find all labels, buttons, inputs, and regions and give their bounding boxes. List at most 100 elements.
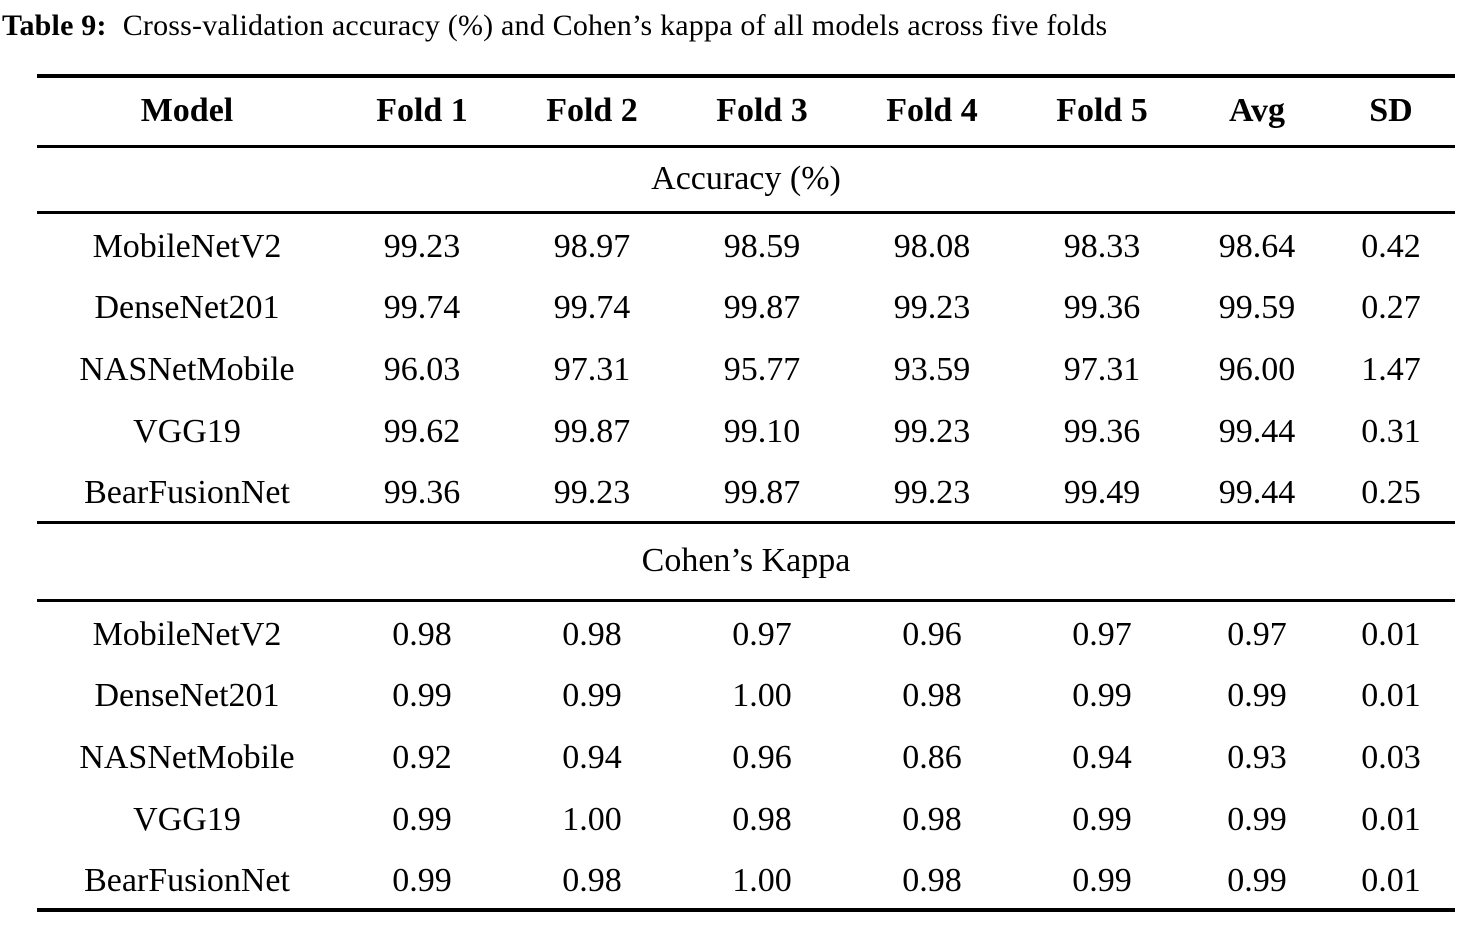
results-table: Model Fold 1 Fold 2 Fold 3 Fold 4 Fold 5… xyxy=(37,74,1455,912)
value-cell: 99.36 xyxy=(1063,289,1141,326)
value-cell: 0.01 xyxy=(1361,862,1421,899)
value-cell: 99.87 xyxy=(723,289,801,326)
model-name-cell: NASNetMobile xyxy=(79,739,295,776)
table-row: BearFusionNet 0.99 0.98 1.00 0.98 0.99 0.99 0.0… xyxy=(37,848,1455,910)
value-cell: 0.98 xyxy=(392,615,452,653)
model-name-cell: BearFusionNet xyxy=(84,862,290,899)
value-cell: 0.31 xyxy=(1361,413,1421,450)
model-name-cell: VGG19 xyxy=(133,801,241,838)
value-cell: 0.86 xyxy=(902,739,962,776)
value-cell: 0.01 xyxy=(1361,801,1421,838)
value-cell: 0.98 xyxy=(902,801,962,838)
table-row: VGG19 0.99 1.00 0.98 0.98 0.99 0.99 0.01 xyxy=(37,786,1455,848)
table-row: DenseNet201 99.74 99.74 99.87 99.23 99.36 99.5… xyxy=(37,274,1455,336)
value-cell: 99.62 xyxy=(383,413,461,450)
column-header-fold3: Fold 3 xyxy=(716,92,808,130)
value-cell: 0.99 xyxy=(1227,677,1287,714)
value-cell: 95.77 xyxy=(723,351,801,388)
value-cell: 99.10 xyxy=(723,413,801,450)
column-header-sd: SD xyxy=(1369,92,1413,130)
value-cell: 99.36 xyxy=(383,474,461,512)
table-caption-label: Table 9: xyxy=(2,9,107,42)
value-cell: 99.87 xyxy=(553,413,631,450)
value-cell: 0.97 xyxy=(1072,615,1132,653)
section-header-accuracy: Accuracy (%) xyxy=(37,146,1455,212)
value-cell: 0.92 xyxy=(392,739,452,776)
value-cell: 99.23 xyxy=(553,474,631,512)
value-cell: 99.44 xyxy=(1218,413,1296,450)
value-cell: 0.99 xyxy=(1072,801,1132,838)
column-header-avg: Avg xyxy=(1228,92,1286,130)
value-cell: 1.00 xyxy=(562,801,622,838)
column-header-model: Model xyxy=(140,92,234,130)
table-row: NASNetMobile 0.92 0.94 0.96 0.86 0.94 0.93 0.03 xyxy=(37,724,1455,786)
value-cell: 98.08 xyxy=(893,227,971,265)
value-cell: 99.74 xyxy=(383,289,461,326)
value-cell: 96.00 xyxy=(1218,351,1296,388)
value-cell: 98.97 xyxy=(553,227,631,265)
value-cell: 0.98 xyxy=(902,862,962,899)
value-cell: 0.98 xyxy=(902,677,962,714)
value-cell: 0.25 xyxy=(1361,474,1421,512)
value-cell: 1.00 xyxy=(732,677,792,714)
value-cell: 0.27 xyxy=(1361,289,1421,326)
value-cell: 0.96 xyxy=(732,739,792,776)
value-cell: 0.01 xyxy=(1361,677,1421,714)
value-cell: 0.97 xyxy=(1227,615,1287,653)
column-header-fold5: Fold 5 xyxy=(1056,92,1148,130)
value-cell: 0.96 xyxy=(902,615,962,653)
model-name-cell: VGG19 xyxy=(133,413,241,450)
value-cell: 0.94 xyxy=(1072,739,1132,776)
value-cell: 0.99 xyxy=(1072,862,1132,899)
table-row: DenseNet201 0.99 0.99 1.00 0.98 0.99 0.99 0.01 xyxy=(37,662,1455,724)
value-cell: 99.87 xyxy=(723,474,801,512)
value-cell: 99.23 xyxy=(893,474,971,512)
value-cell: 0.93 xyxy=(1227,739,1287,776)
value-cell: 99.49 xyxy=(1063,474,1141,512)
model-name-cell: DenseNet201 xyxy=(94,677,280,714)
model-name-cell: DenseNet201 xyxy=(94,289,280,326)
value-cell: 1.00 xyxy=(732,862,792,899)
value-cell: 97.31 xyxy=(1063,351,1141,388)
table-row: MobileNetV2 0.98 0.98 0.97 0.96 0.97 0.97 0.01 xyxy=(37,600,1455,662)
value-cell: 0.01 xyxy=(1361,615,1421,653)
value-cell: 99.23 xyxy=(893,413,971,450)
value-cell: 99.23 xyxy=(383,227,461,265)
value-cell: 1.47 xyxy=(1361,351,1421,388)
value-cell: 0.99 xyxy=(1227,801,1287,838)
value-cell: 98.64 xyxy=(1218,227,1296,265)
value-cell: 0.94 xyxy=(562,739,622,776)
value-cell: 99.44 xyxy=(1218,474,1296,512)
value-cell: 99.59 xyxy=(1218,289,1296,326)
section-header-label: Cohen’s Kappa xyxy=(641,542,851,579)
value-cell: 0.99 xyxy=(1072,677,1132,714)
value-cell: 0.99 xyxy=(392,862,452,899)
column-header-fold1: Fold 1 xyxy=(376,92,468,130)
column-header-fold4: Fold 4 xyxy=(886,92,978,130)
table-caption: Table 9: Cross-validation accuracy (%) an… xyxy=(0,0,1470,48)
value-cell: 99.74 xyxy=(553,289,631,326)
value-cell: 98.33 xyxy=(1063,227,1141,265)
value-cell: 0.03 xyxy=(1361,739,1421,776)
value-cell: 99.36 xyxy=(1063,413,1141,450)
value-cell: 0.99 xyxy=(1227,862,1287,899)
column-header-row: Model Fold 1 Fold 2 Fold 3 Fold 4 Fold 5… xyxy=(37,76,1455,146)
model-name-cell: MobileNetV2 xyxy=(92,227,282,265)
value-cell: 0.98 xyxy=(562,615,622,653)
section-header-label: Accuracy (%) xyxy=(651,160,841,197)
value-cell: 0.98 xyxy=(562,862,622,899)
table-row: MobileNetV2 99.23 98.97 98.59 98.08 98.33 98.6… xyxy=(37,212,1455,274)
model-name-cell: BearFusionNet xyxy=(84,474,290,512)
column-header-fold2: Fold 2 xyxy=(546,92,638,130)
value-cell: 96.03 xyxy=(383,351,461,388)
value-cell: 0.98 xyxy=(732,801,792,838)
value-cell: 0.42 xyxy=(1361,227,1421,265)
value-cell: 0.99 xyxy=(392,801,452,838)
table-row: VGG19 99.62 99.87 99.10 99.23 99.36 99.44 0.31 xyxy=(37,398,1455,460)
value-cell: 97.31 xyxy=(553,351,631,388)
table-caption-text: Cross-validation accuracy (%) and Cohen’… xyxy=(122,9,1108,42)
model-name-cell: MobileNetV2 xyxy=(92,615,282,653)
section-header-kappa: Cohen’s Kappa xyxy=(37,522,1455,600)
value-cell: 98.59 xyxy=(723,227,801,265)
